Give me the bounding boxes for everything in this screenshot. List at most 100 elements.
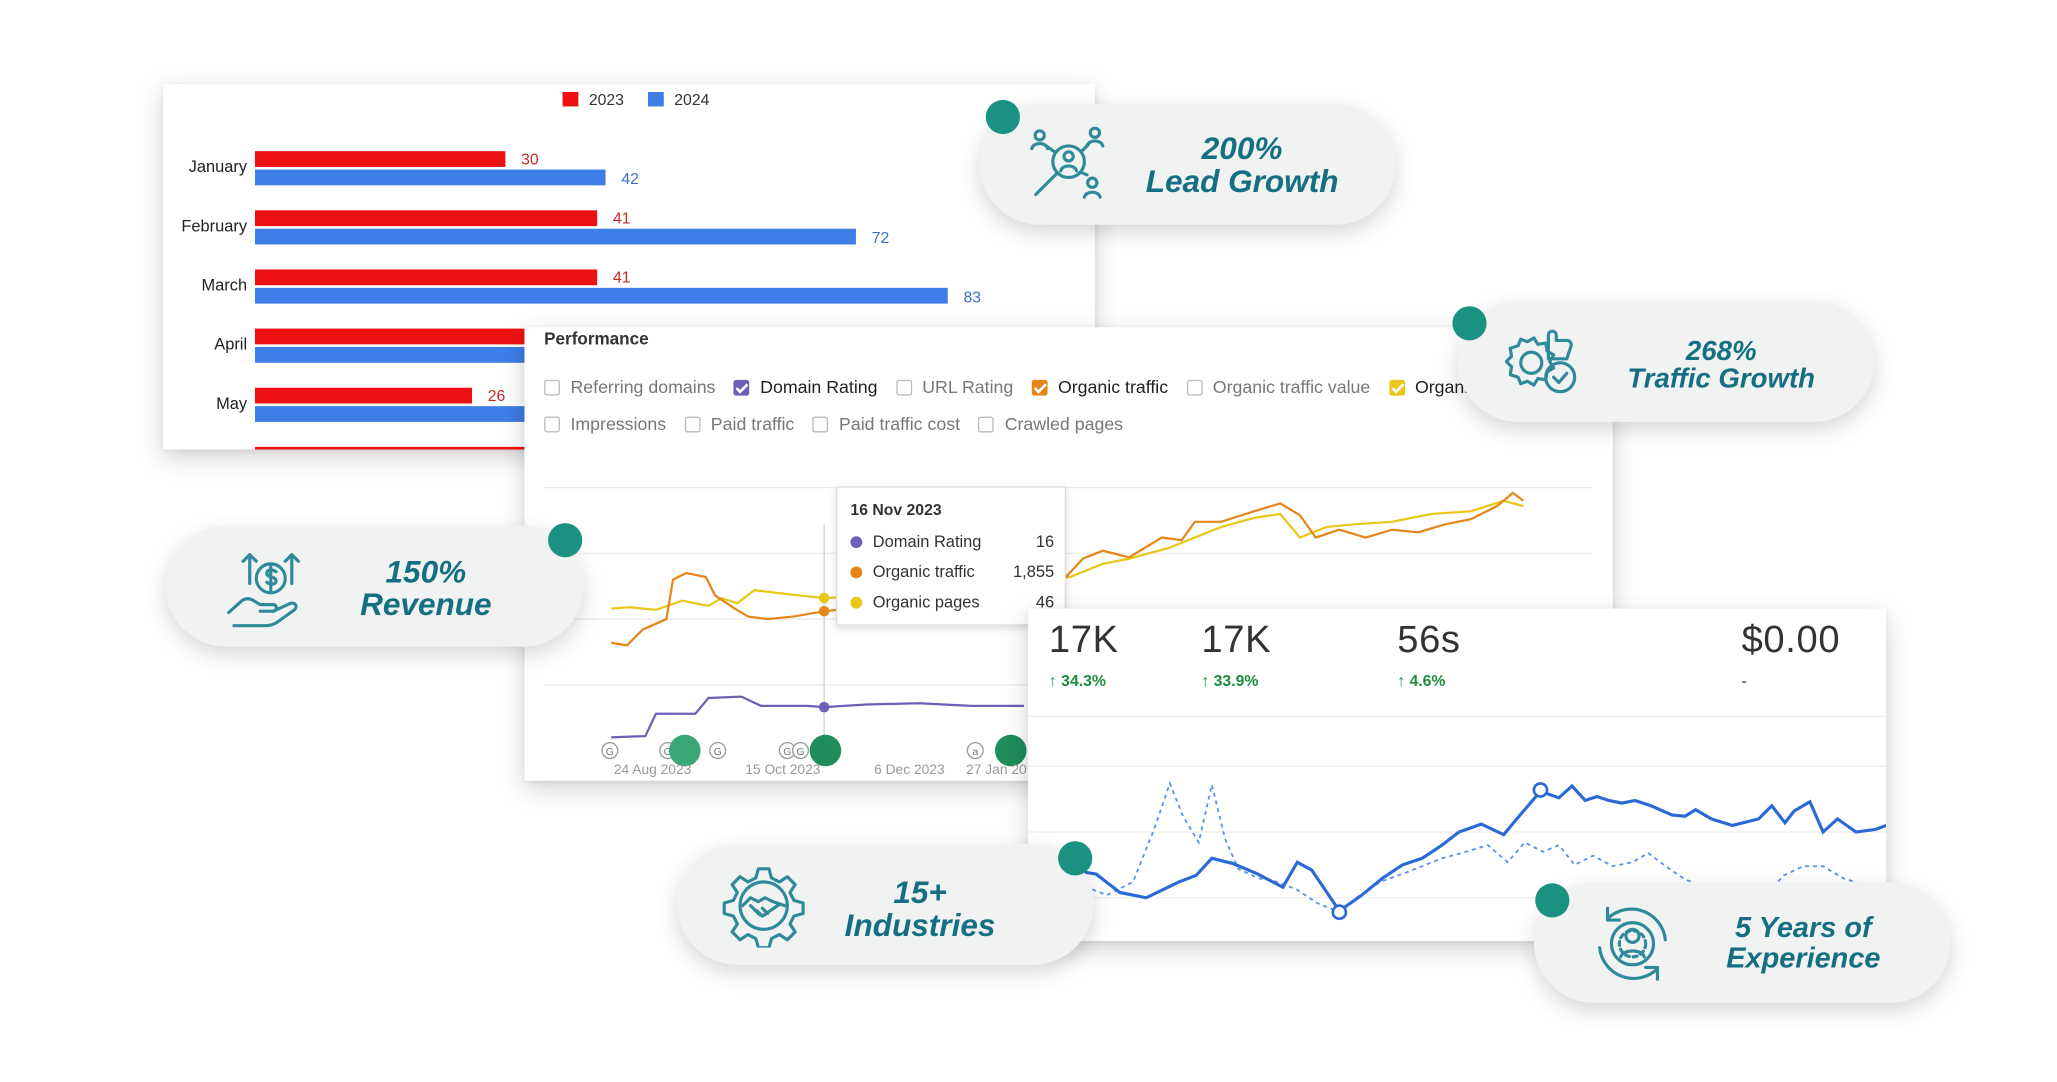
checkbox-organic-traffic-value[interactable]: Organic traffic value (1186, 377, 1370, 397)
checkbox-box[interactable] (1388, 379, 1405, 395)
legend-label-2024: 2024 (674, 92, 709, 109)
legend-swatch-2024 (647, 92, 664, 107)
metric-change-value: 4.6% (1409, 671, 1446, 691)
gear-thumbsup-icon (1504, 329, 1577, 394)
event-marker (791, 741, 810, 760)
tooltip-series-value: 16 (1035, 532, 1055, 551)
checkbox-box[interactable] (684, 416, 701, 432)
bar-2024 (254, 169, 606, 186)
legend-swatch-2023 (562, 92, 579, 107)
pill-industries: 15+ Industries (676, 843, 1094, 965)
up-arrow-icon: ↑ (1397, 671, 1406, 691)
bar-category-label: January (189, 158, 248, 176)
checkbox-box[interactable] (895, 379, 912, 395)
bar-category-label: February (181, 217, 248, 235)
pill-traffic-growth: 268% Traffic Growth (1452, 300, 1875, 422)
pill-lead-growth: 200% Lead Growth (979, 99, 1396, 225)
pill-label: Experience (1726, 941, 1881, 974)
checkbox-domain-rating[interactable]: Domain Rating (733, 377, 878, 397)
x-axis-date: 27 Jan 20 (966, 762, 1027, 777)
pill-value: 15+ (893, 875, 947, 911)
teal-dot (1452, 306, 1487, 341)
bar-value-label: 30 (521, 151, 539, 168)
event-marker-label: a (972, 746, 978, 758)
bar-2024 (254, 228, 856, 245)
checkbox-box[interactable] (733, 379, 750, 395)
pill-label: Lead Growth (1145, 164, 1339, 200)
metric-revenue[interactable]: $0.00 - (1742, 619, 1841, 690)
lead-network-icon (1030, 126, 1105, 199)
bar-value-label: 72 (872, 230, 890, 247)
pill-label: Industries (844, 908, 996, 944)
metric-change: - (1742, 672, 1841, 690)
teal-dot (548, 523, 583, 558)
metric-duration[interactable]: 56s ↑ 4.6% (1397, 619, 1460, 690)
checkbox-paid-traffic[interactable]: Paid traffic (684, 414, 794, 434)
bar-2023 (254, 151, 506, 167)
bar-category-label: March (201, 276, 247, 294)
checkbox-label: Crawled pages (1004, 414, 1124, 434)
pill-value: 200% (1201, 131, 1283, 167)
chart-tooltip: 16 Nov 2023 Domain Rating 16 Organic tra… (835, 486, 1066, 626)
event-marker-label: G (606, 746, 614, 758)
metric-change-value: 34.3% (1061, 671, 1106, 691)
teal-dot (985, 99, 1020, 135)
event-marker (966, 741, 984, 760)
pill-text: 268% Traffic Growth (1613, 338, 1830, 393)
metric-value: 56s (1397, 619, 1461, 662)
checkbox-box[interactable] (812, 416, 829, 432)
up-arrow-icon: ↑ (1201, 671, 1210, 691)
x-axis-date: 15 Oct 2023 (745, 762, 820, 777)
checkbox-box[interactable] (978, 416, 995, 432)
highlight-marker (995, 734, 1027, 767)
checkbox-label: Domain Rating (760, 377, 878, 397)
event-marker-label: G (783, 746, 791, 758)
pill-value: 268% (1685, 336, 1757, 367)
bar-2023 (254, 387, 473, 404)
checkbox-referring-domains[interactable]: Referring domains (544, 377, 715, 397)
metric-value: $0.00 (1741, 619, 1841, 662)
bar-2024 (254, 287, 948, 304)
up-arrow-icon: ↑ (1048, 671, 1057, 691)
legend-dot (850, 596, 863, 608)
bar-value-label: 41 (613, 270, 631, 287)
hover-point (818, 592, 830, 604)
legend-label-2023: 2023 (589, 92, 624, 109)
tooltip-row: Domain Rating 16 (850, 532, 1055, 551)
bar-2023 (254, 446, 756, 450)
checkbox-organic-traffic[interactable]: Organic traffic (1031, 377, 1168, 397)
metric-checkbox-row-1: Referring domains Domain Rating URL Rating… (544, 377, 1549, 399)
checkbox-box[interactable] (544, 379, 560, 395)
checkbox-impressions[interactable]: Impressions (544, 414, 666, 434)
cycle-person-icon (1598, 906, 1667, 981)
bar-value-label: 26 (488, 388, 506, 405)
bar-2023 (254, 328, 614, 345)
checkbox-box[interactable] (544, 416, 560, 432)
event-marker-label: G (664, 746, 672, 758)
metric-sessions[interactable]: 17K ↑ 33.9% (1201, 619, 1271, 690)
tooltip-date: 16 Nov 2023 (850, 500, 942, 520)
checkbox-box[interactable] (1031, 379, 1048, 395)
bar-value-label: 41 (613, 210, 631, 227)
tooltip-series-name: Domain Rating (872, 532, 982, 551)
tooltip-series-value: 1,855 (1013, 562, 1055, 581)
bar-2023 (254, 210, 598, 227)
metric-change: ↑ 34.3% (1049, 672, 1119, 690)
performance-title: Performance (544, 328, 649, 349)
checkbox-paid-traffic-cost[interactable]: Paid traffic cost (812, 414, 960, 434)
pill-label: Revenue (360, 587, 492, 624)
checkbox-label: Impressions (570, 414, 667, 434)
checkbox-box[interactable] (1186, 379, 1203, 395)
checkbox-url-rating[interactable]: URL Rating (895, 377, 1013, 397)
pill-text: 150% Revenue (330, 556, 522, 622)
tooltip-series-name: Organic pages (872, 592, 980, 612)
pill-value: 150% (385, 554, 467, 591)
metric-users[interactable]: 17K ↑ 34.3% (1049, 619, 1119, 690)
event-marker-label: G (714, 746, 722, 758)
hover-point (818, 605, 830, 617)
tooltip-series-name: Organic traffic (872, 562, 975, 581)
event-marker-label: G (796, 746, 804, 758)
x-axis-date: 24 Aug 2023 (614, 762, 692, 777)
checkbox-crawled-pages[interactable]: Crawled pages (978, 414, 1123, 434)
pill-text: 200% Lead Growth (1124, 133, 1361, 199)
